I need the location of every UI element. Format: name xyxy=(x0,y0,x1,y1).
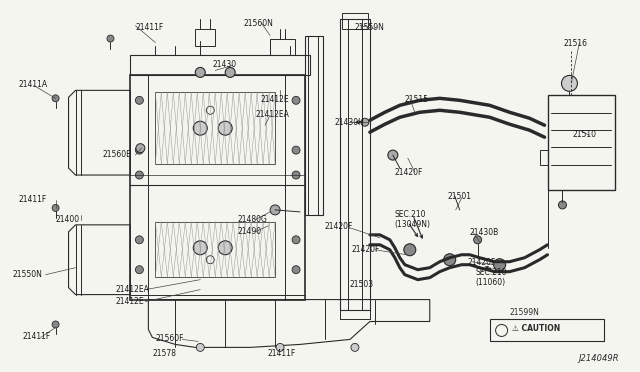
Text: 21501: 21501 xyxy=(448,192,472,201)
Text: 21412EA: 21412EA xyxy=(115,285,149,294)
Circle shape xyxy=(136,236,143,244)
Bar xyxy=(305,36,323,215)
Bar xyxy=(490,320,604,341)
Text: 21560E: 21560E xyxy=(102,150,131,159)
Circle shape xyxy=(292,171,300,179)
Bar xyxy=(156,222,275,277)
Circle shape xyxy=(52,205,59,211)
Text: 21420F: 21420F xyxy=(325,222,353,231)
Text: 21412EA: 21412EA xyxy=(255,110,289,119)
Text: 21510: 21510 xyxy=(572,130,596,139)
Circle shape xyxy=(52,95,59,102)
Text: ⚠ CAUTION: ⚠ CAUTION xyxy=(511,324,560,333)
Circle shape xyxy=(361,118,369,126)
Circle shape xyxy=(195,67,205,77)
Text: SEC.210
(11060): SEC.210 (11060) xyxy=(476,268,507,287)
Circle shape xyxy=(559,201,566,209)
Circle shape xyxy=(276,343,284,352)
Circle shape xyxy=(136,146,143,154)
Text: 21516: 21516 xyxy=(563,39,588,48)
Text: 21560F: 21560F xyxy=(156,334,184,343)
Text: 21430H: 21430H xyxy=(335,118,365,127)
Circle shape xyxy=(193,121,207,135)
Text: 21411F: 21411F xyxy=(267,349,296,358)
Circle shape xyxy=(292,266,300,274)
Circle shape xyxy=(136,144,145,153)
Text: 21420F: 21420F xyxy=(352,245,380,254)
Circle shape xyxy=(292,96,300,104)
Text: 21411F: 21411F xyxy=(19,195,47,204)
Text: 21420F: 21420F xyxy=(395,168,423,177)
Circle shape xyxy=(292,146,300,154)
Circle shape xyxy=(351,343,359,352)
Circle shape xyxy=(136,266,143,274)
Text: 21578: 21578 xyxy=(152,349,177,358)
Text: J214049R: J214049R xyxy=(579,355,620,363)
Circle shape xyxy=(270,205,280,215)
Text: 21400: 21400 xyxy=(56,215,80,224)
Circle shape xyxy=(193,241,207,255)
Circle shape xyxy=(52,321,59,328)
Circle shape xyxy=(196,343,204,352)
Circle shape xyxy=(218,241,232,255)
Circle shape xyxy=(493,259,506,271)
Text: 21411F: 21411F xyxy=(22,333,51,341)
Text: 21411A: 21411A xyxy=(19,80,48,89)
Text: 21559N: 21559N xyxy=(355,23,385,32)
Text: 21420F: 21420F xyxy=(468,258,496,267)
Circle shape xyxy=(404,244,416,256)
Circle shape xyxy=(136,171,143,179)
Text: 21515: 21515 xyxy=(405,95,429,104)
Text: 21503: 21503 xyxy=(350,280,374,289)
Text: 21412E: 21412E xyxy=(115,296,144,305)
Text: 21490: 21490 xyxy=(237,227,261,236)
Text: 21560N: 21560N xyxy=(243,19,273,28)
Text: 21480G: 21480G xyxy=(237,215,267,224)
Circle shape xyxy=(444,254,456,266)
Text: 21599N: 21599N xyxy=(509,308,540,317)
Bar xyxy=(156,92,275,164)
Circle shape xyxy=(388,150,398,160)
Circle shape xyxy=(225,67,235,77)
Circle shape xyxy=(218,121,232,135)
Circle shape xyxy=(292,236,300,244)
Text: 21411F: 21411F xyxy=(136,23,164,32)
Circle shape xyxy=(136,96,143,104)
Text: 21412E: 21412E xyxy=(260,95,289,104)
Circle shape xyxy=(474,236,482,244)
Text: SEC.210
(13049N): SEC.210 (13049N) xyxy=(395,210,431,229)
Text: 21430: 21430 xyxy=(212,61,236,70)
Text: 21550N: 21550N xyxy=(13,270,42,279)
Circle shape xyxy=(561,76,577,92)
Text: 21430B: 21430B xyxy=(470,228,499,237)
Circle shape xyxy=(107,35,114,42)
